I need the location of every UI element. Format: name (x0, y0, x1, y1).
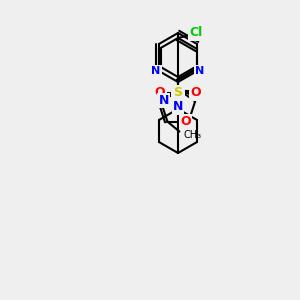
Text: O: O (180, 115, 191, 128)
Text: CH₃: CH₃ (183, 130, 202, 140)
Text: N: N (173, 100, 183, 113)
Text: Cl: Cl (189, 26, 203, 40)
Text: O: O (173, 89, 183, 103)
Text: N: N (159, 94, 169, 107)
Text: N: N (151, 66, 160, 76)
Text: O: O (155, 86, 165, 100)
Text: O: O (191, 86, 201, 100)
Text: N: N (195, 66, 205, 76)
Text: S: S (173, 86, 182, 100)
